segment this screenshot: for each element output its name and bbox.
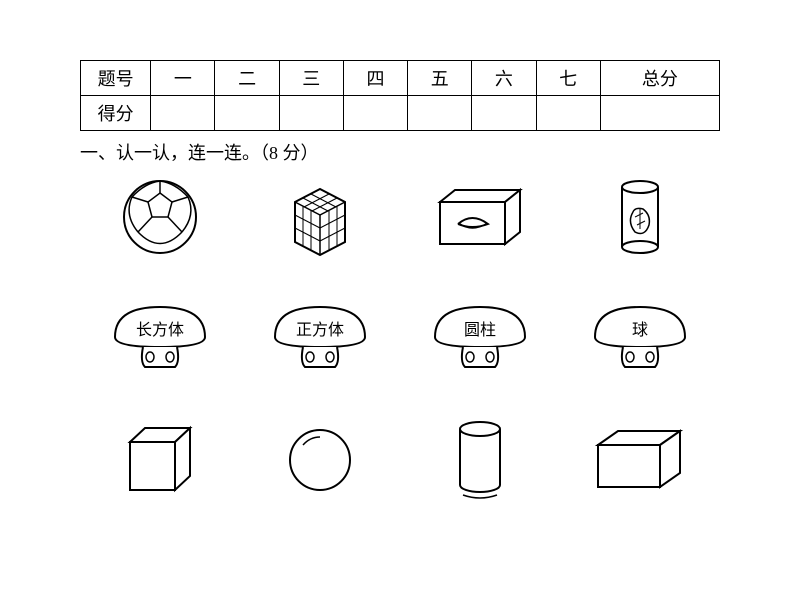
label-cube-text: 正方体 (296, 321, 344, 339)
cylinder-solid-icon (420, 417, 540, 502)
score-table: 题号 一 二 三 四 五 六 七 总分 得分 (80, 60, 720, 131)
table-row-header: 题号 一 二 三 四 五 六 七 总分 (81, 61, 720, 96)
cuboid-solid-icon (580, 425, 700, 495)
row1-label: 题号 (81, 61, 151, 96)
col-4: 四 (343, 61, 407, 96)
question-text: 、认一认，连一连。 (98, 143, 260, 163)
col-6: 六 (472, 61, 536, 96)
col-7: 七 (536, 61, 600, 96)
solids-row (80, 417, 720, 502)
labels-row: 长方体 正方体 圆柱 (80, 297, 720, 377)
mushroom-cuboid: 长方体 (100, 297, 220, 377)
mushroom-cube: 正方体 (260, 297, 380, 377)
col-5: 五 (408, 61, 472, 96)
sphere-solid-icon (260, 425, 380, 495)
question-points: （8 分） (260, 143, 319, 163)
col-1: 一 (151, 61, 215, 96)
question-number: 一 (80, 143, 98, 163)
question-title: 一、认一认，连一连。（8 分） (80, 139, 720, 165)
label-cuboid-text: 长方体 (136, 321, 184, 339)
col-total: 总分 (600, 61, 719, 96)
label-sphere-text: 球 (632, 321, 648, 339)
rubiks-cube-icon (260, 177, 380, 257)
mushroom-sphere: 球 (580, 297, 700, 377)
box-icon (420, 182, 540, 252)
label-cylinder-text: 圆柱 (464, 321, 496, 339)
objects-row (80, 177, 720, 257)
col-3: 三 (279, 61, 343, 96)
soccer-ball-icon (100, 177, 220, 257)
cube-solid-icon (100, 422, 220, 497)
row2-label: 得分 (81, 96, 151, 131)
cup-icon (580, 177, 700, 257)
table-row-score: 得分 (81, 96, 720, 131)
col-2: 二 (215, 61, 279, 96)
mushroom-cylinder: 圆柱 (420, 297, 540, 377)
